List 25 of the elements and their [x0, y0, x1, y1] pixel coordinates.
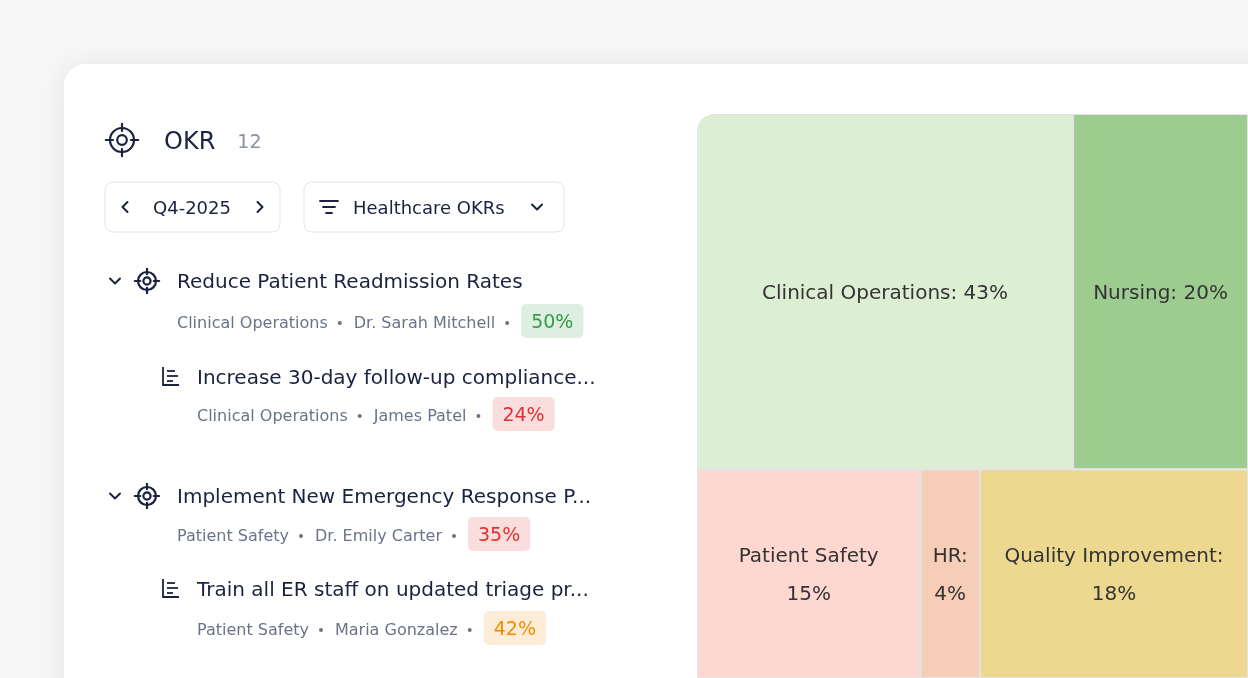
text: Maria Gonzalez — [334, 620, 458, 639]
text: OKR — [164, 127, 216, 155]
data-label: Quality Improvement: 18% — [1004, 542, 1224, 605]
data-label: 35% — [477, 523, 521, 545]
text: Dr. Emily Carter — [314, 526, 443, 545]
text: Q4-2025 — [153, 197, 231, 218]
text: James Patel — [372, 406, 467, 425]
text: Healthcare OKRs — [353, 197, 505, 218]
text: Dr. Sarah Mitchell — [353, 313, 496, 332]
data-label: 50% — [531, 310, 574, 332]
category-label: Train all ER staff on updated triage pr... — [196, 577, 589, 601]
data-label: 24% — [502, 403, 545, 425]
text: Patient Safety — [177, 526, 289, 545]
text: Clinical Operations — [197, 406, 348, 425]
text: Patient Safety — [197, 620, 309, 639]
category-label: Reduce Patient Readmission Rates — [177, 269, 523, 293]
text: 12 — [237, 130, 262, 152]
data-label: Patient Safety 15% — [738, 542, 879, 605]
data-label: Clinical Operations: 43% — [762, 279, 1009, 304]
category-label: Increase 30-day follow-up compliance... — [197, 365, 596, 389]
data-label: Nursing: 20% — [1093, 279, 1228, 304]
data-label: 42% — [493, 617, 536, 639]
data-label: HR: 4% — [932, 542, 968, 605]
category-label: Implement New Emergency Response P... — [177, 484, 592, 508]
text: Clinical Operations — [177, 313, 328, 332]
